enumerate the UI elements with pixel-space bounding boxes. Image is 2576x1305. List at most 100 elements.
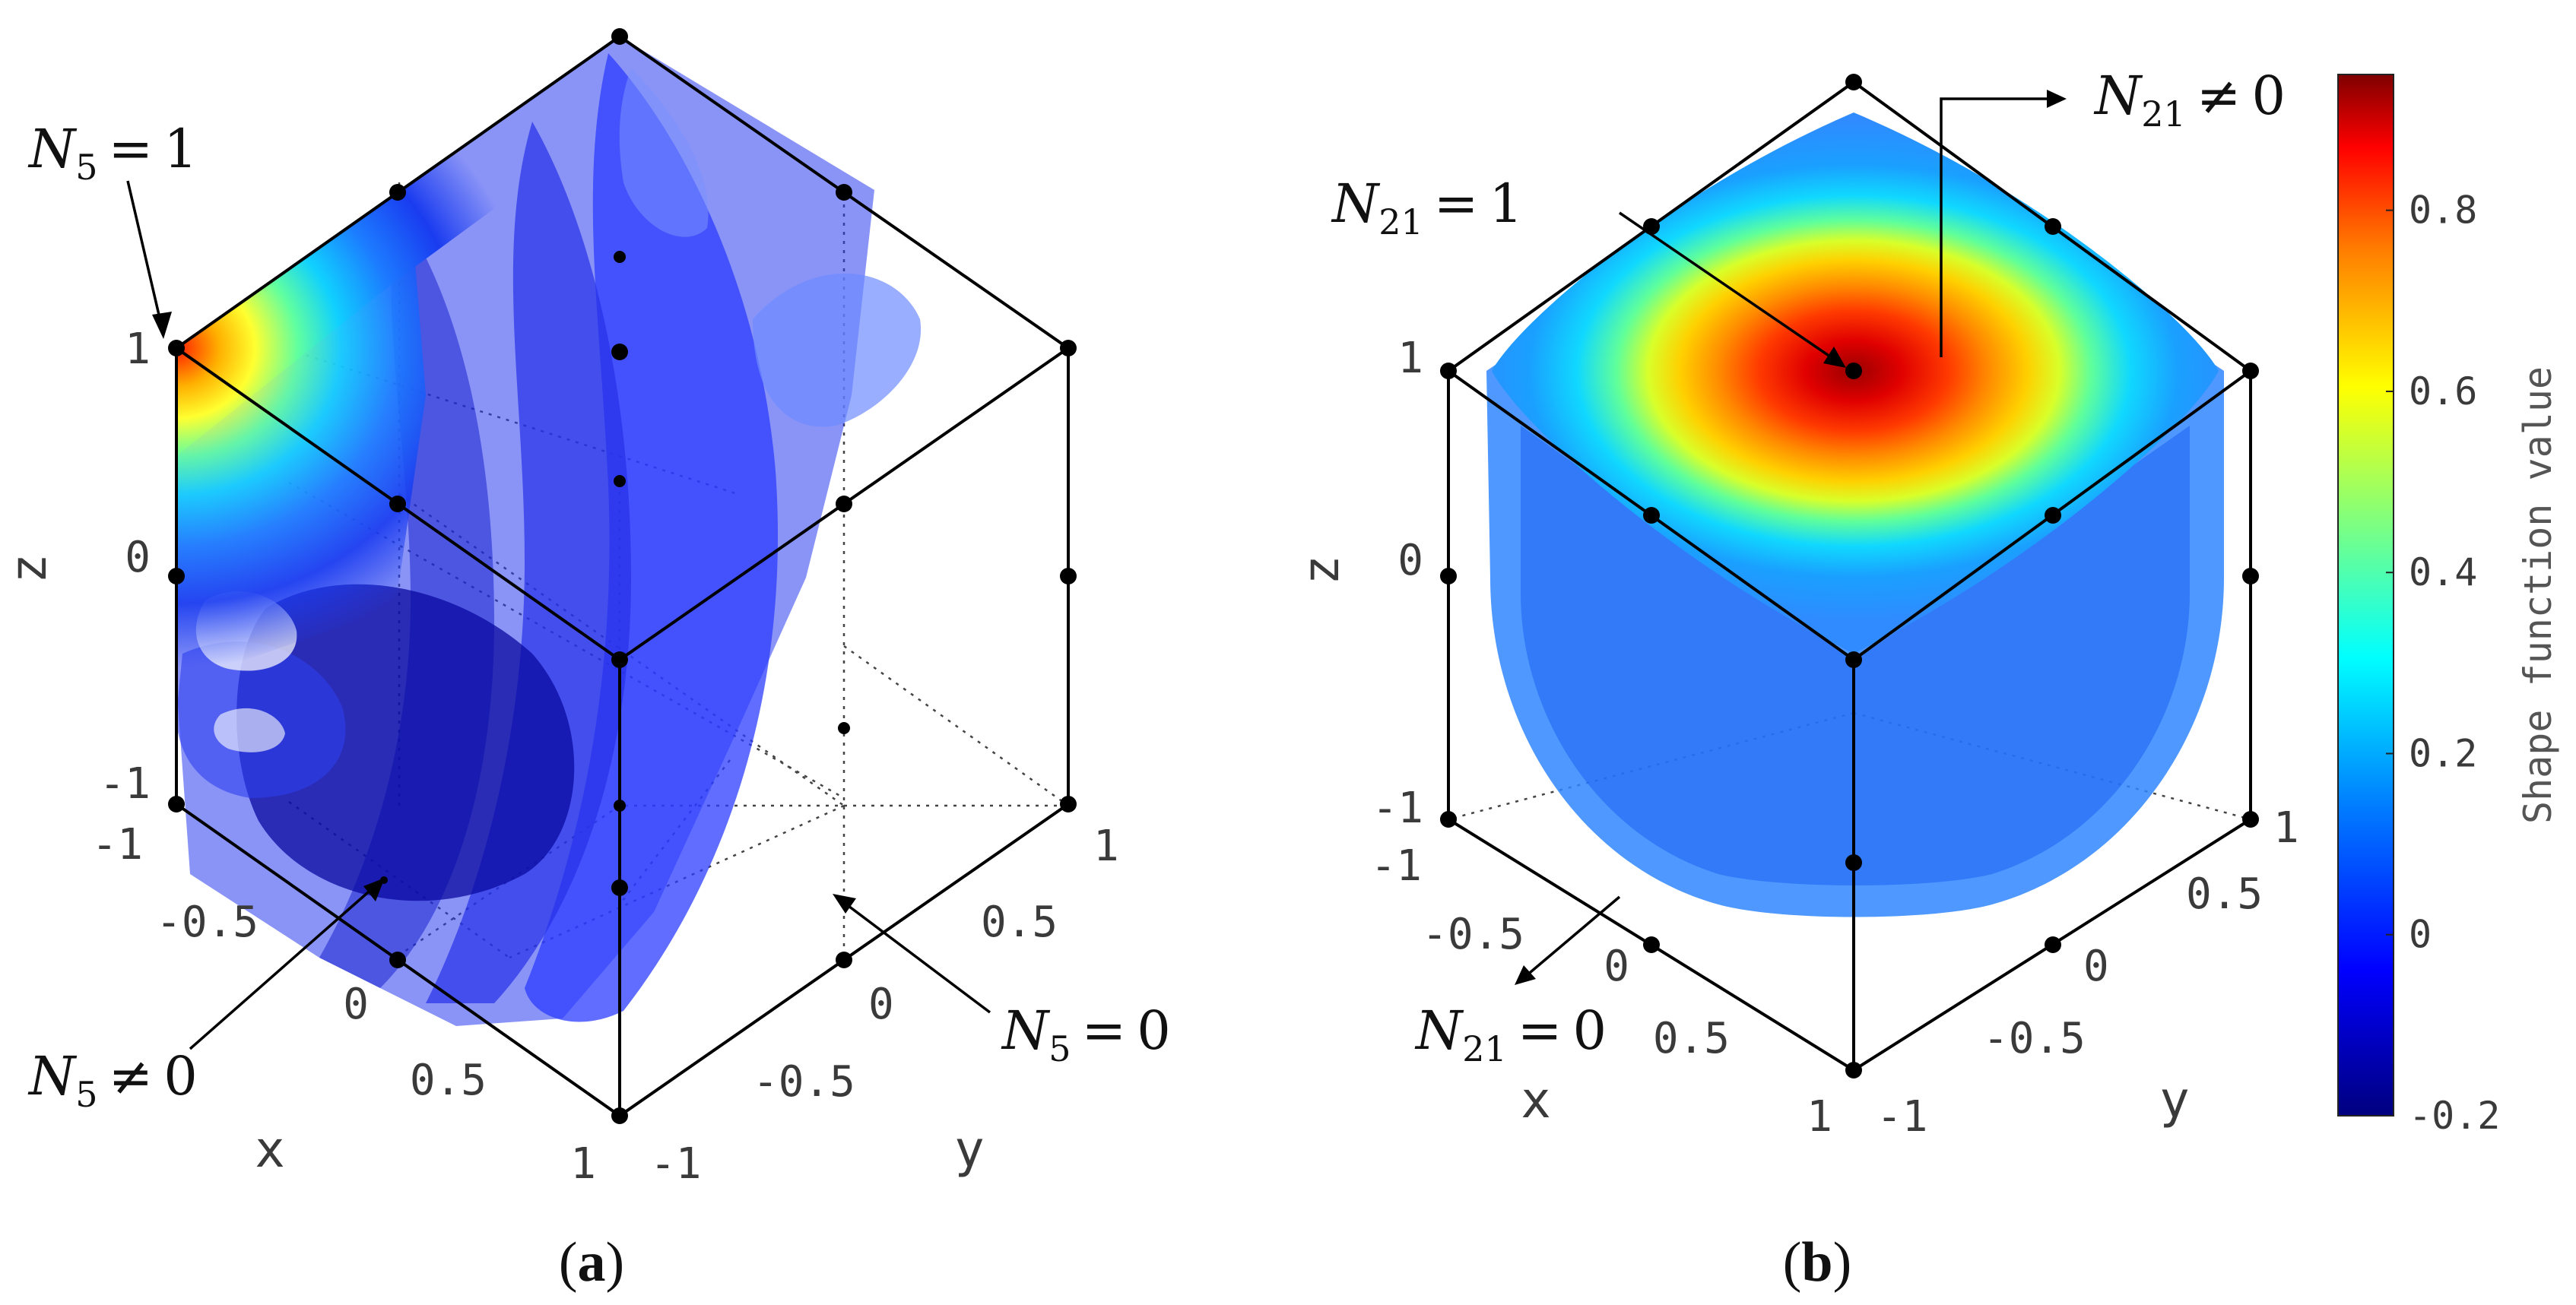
x-tick: -0.5 [1422,910,1524,959]
node [1845,651,1862,668]
z-axis-label: z [0,553,58,584]
annotation-n21-not-equal-0: N21 ≠ 0 [1940,65,2286,357]
node [1643,936,1660,953]
node [389,952,406,968]
node [1060,796,1077,812]
annotation-n21-equals-1: N21 = 1 [1331,173,1846,368]
node [168,796,185,812]
x-tick: 0.5 [410,1056,487,1105]
colorbar-tick-label: 0 [2409,913,2432,957]
node [838,722,850,734]
node [1440,363,1457,379]
svg-text:N21=1: N21 = 1 [1331,173,1523,242]
node [1643,218,1660,235]
x-tick: -1 [1371,841,1422,891]
node [2045,936,2061,953]
annotation-n21-equals-0: N21 = 0 [1414,895,1621,1069]
svg-text:N21≠0: N21 ≠ 0 [2093,65,2286,135]
svg-text:N5=1: N5 = 1 [27,118,198,188]
y-tick: -0.5 [753,1057,855,1107]
y-tick: 1 [2273,803,2299,853]
y-axis-label: y [954,1120,985,1179]
node [1060,568,1077,584]
y-tick: 0.5 [2186,869,2263,919]
node [168,340,185,356]
node [1440,568,1457,584]
node [2242,363,2259,379]
panel-b-ticks: 1 0 -1 -1 -0.5 0 0.5 1 -1 -0.5 0 0.5 1 [1371,334,2299,1142]
node [614,251,626,263]
svg-text:N21=0: N21 = 0 [1414,999,1607,1069]
colorbar-ticks: -0.2 0 0.2 0.4 0.6 0.8 [2386,188,2500,1138]
x-axis-label: x [1521,1071,1551,1129]
panel-label-a: (a) [559,1231,624,1294]
z-tick: 1 [1397,334,1423,383]
annotation-n5-equals-0: N5 = 0 [833,894,1171,1069]
node [611,28,628,45]
z-tick: -1 [100,759,151,809]
node [389,496,406,512]
node [1845,74,1862,90]
x-tick: 1 [1807,1092,1832,1142]
node [1643,507,1660,524]
node [836,952,852,968]
y-tick: 0 [2083,942,2109,991]
node [611,879,628,896]
node [2045,218,2061,235]
node [1440,811,1457,828]
y-tick: 0 [868,980,894,1029]
z-tick: 1 [125,325,151,374]
x-tick: -1 [92,820,143,869]
node [611,1107,628,1124]
z-axis-label: z [1292,555,1350,585]
panel-label-b: (b) [1783,1231,1851,1294]
colorbar-ramp [2337,74,2394,1117]
y-tick: -1 [1876,1092,1927,1142]
node [611,344,628,360]
node [611,651,628,668]
panel-b-top-face [1492,112,2219,654]
colorbar-tick-label: 0.8 [2409,188,2477,233]
panel-a-nodes [168,28,1077,1124]
node [1845,854,1862,871]
y-tick: 1 [1093,822,1119,871]
panel-a-ticks: 1 0 -1 -1 -0.5 0 0.5 1 -1 -0.5 0 0.5 1 [92,325,1119,1189]
node [1845,1062,1862,1079]
panel-b-nodes [1440,74,2259,1079]
colorbar-label: Shape function value [2516,366,2560,824]
node [2242,568,2259,584]
panel-a: 1 0 -1 -1 -0.5 0 0.5 1 -1 -0.5 0 0.5 1 z… [0,28,1171,1294]
panel-b-body-inner [1521,426,2190,885]
colorbar: -0.2 0 0.2 0.4 0.6 0.8 Shape function value [2337,74,2560,1138]
colorbar-tick-label: 0.6 [2409,369,2477,413]
annotation-n5-not-equal-0: N5 ≠ 0 [27,876,388,1115]
node [836,496,852,512]
node [389,184,406,201]
x-tick: 1 [570,1139,596,1189]
svg-text:N5≠0: N5 ≠ 0 [27,1045,198,1115]
x-axis-label: x [255,1120,285,1179]
colorbar-tick-label: 0.4 [2409,550,2477,594]
node [2242,811,2259,828]
node [836,184,852,201]
node [1060,340,1077,356]
z-tick: -1 [1372,784,1423,833]
x-tick: -0.5 [156,898,259,947]
z-tick: 0 [1397,536,1423,585]
y-tick: -1 [650,1139,701,1189]
node [1845,363,1862,379]
z-tick: 0 [125,533,151,582]
node [614,475,626,487]
annotation-n5-equals-1: N5 = 1 [27,118,198,339]
panel-a-isosurfaces [176,36,922,1026]
node [2045,507,2061,524]
colorbar-tick-label: -0.2 [2409,1094,2500,1138]
panel-b: 1 0 -1 -1 -0.5 0 0.5 1 -1 -0.5 0 0.5 1 z… [1292,65,2299,1294]
x-tick: 0 [343,980,369,1029]
y-tick: 0.5 [981,898,1058,947]
colorbar-tick-label: 0.2 [2409,731,2477,775]
x-tick: 0 [1604,942,1629,991]
x-tick: 0.5 [1653,1014,1730,1063]
svg-text:N5=0: N5 = 0 [1001,999,1171,1069]
